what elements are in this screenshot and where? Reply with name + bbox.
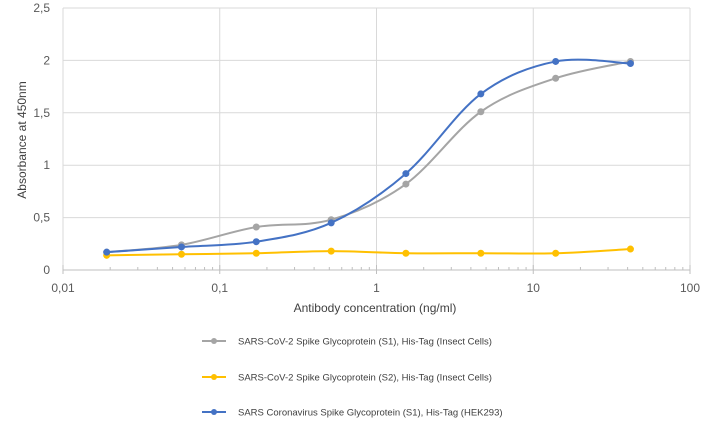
x-tick-label: 100 [680,281,700,295]
y-tick-label: 1,5 [33,106,50,120]
data-point [252,249,260,257]
x-tick-label: 10 [527,281,541,295]
data-point [626,60,634,68]
data-point [477,249,485,257]
data-point [252,223,260,231]
legend-label: SARS Coronavirus Spike Glycoprotein (S1)… [238,408,503,419]
series-line [106,60,631,254]
legend-item: SARS-CoV-2 Spike Glycoprotein (S2), His-… [202,373,492,384]
x-tick-label: 0,01 [51,281,75,295]
data-point [552,249,560,257]
data-point [402,170,410,178]
data-point [402,180,410,188]
y-tick-label: 2,5 [33,1,50,15]
data-point [626,245,634,253]
data-point [402,249,410,257]
data-point [177,243,185,251]
x-tick-label: 1 [373,281,380,295]
y-tick-label: 0 [43,263,50,277]
legend-marker [211,409,217,415]
data-point [177,250,185,258]
x-tick-label: 0,1 [211,281,228,295]
grid [63,7,691,270]
y-tick-label: 2 [43,53,50,67]
y-axis-label: Absorbance at 450nm [15,81,29,198]
legend-marker [211,374,217,380]
data-point [103,248,111,256]
plot-area [103,57,634,259]
legend-label: SARS-CoV-2 Spike Glycoprotein (S2), His-… [238,373,492,384]
series-line [106,58,631,254]
y-tick-label: 1 [43,158,50,172]
legend-item: SARS Coronavirus Spike Glycoprotein (S1)… [202,408,503,419]
legend: SARS-CoV-2 Spike Glycoprotein (S1), His-… [202,337,503,419]
data-point [327,219,335,227]
legend-item: SARS-CoV-2 Spike Glycoprotein (S1), His-… [202,337,492,348]
axes: 0,01 0,1 1 10 100 0 0,5 1 1,5 2 2,5 [33,1,700,295]
data-point [477,108,485,116]
legend-marker [211,338,217,344]
legend-label: SARS-CoV-2 Spike Glycoprotein (S1), His-… [238,337,492,348]
series-line [106,248,631,257]
data-point [477,90,485,98]
data-point [552,74,560,82]
data-point [327,247,335,255]
x-axis-label: Antibody concentration (ng/ml) [294,301,457,315]
data-point [552,57,560,65]
series-3 [103,57,634,256]
data-point [252,238,260,246]
y-tick-label: 0,5 [33,211,50,225]
